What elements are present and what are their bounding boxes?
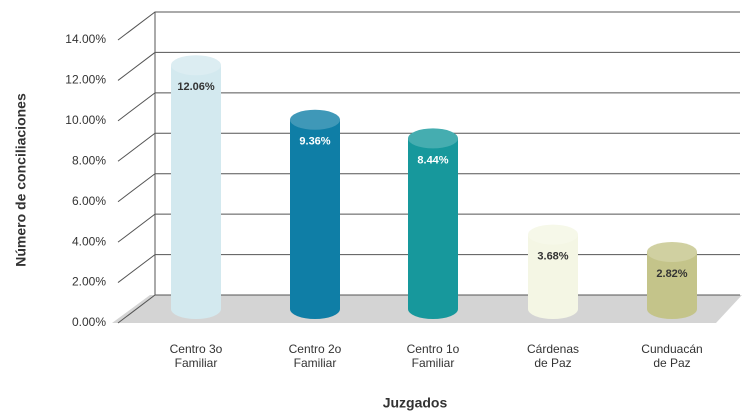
bar (528, 234, 578, 319)
y-tick-label: 10.00% (65, 113, 106, 127)
y-tick-label: 0.00% (72, 315, 106, 329)
x-tick-label: Centro 3o Familiar (169, 342, 223, 370)
bar (647, 251, 697, 319)
y-tick-label: 8.00% (72, 153, 106, 167)
grid-line (117, 11, 740, 41)
value-label: 2.82% (656, 268, 687, 280)
bar-top (647, 241, 697, 262)
bar-top (408, 128, 458, 149)
y-axis-label: Número de conciliaciones (13, 93, 29, 267)
y-tick-label: 14.00% (65, 32, 106, 46)
bar-top (171, 55, 221, 76)
y-tick-label: 6.00% (72, 194, 106, 208)
x-tick-label: Centro 1o Familiar (406, 342, 460, 370)
bar (408, 138, 458, 319)
y-tick-label: 2.00% (72, 275, 106, 289)
value-label: 12.06% (177, 81, 215, 93)
x-tick-label: Cárdenas de Paz (526, 342, 580, 370)
x-axis-label: Juzgados (383, 395, 448, 411)
value-label: 9.36% (299, 136, 330, 148)
bar (290, 119, 340, 320)
bar (171, 65, 221, 319)
x-tick-label: Centro 2o Familiar (288, 342, 342, 370)
value-label: 8.44% (417, 154, 448, 166)
bar-top (290, 109, 340, 130)
y-tick-label: 4.00% (72, 234, 106, 248)
value-label: 3.68% (537, 251, 568, 263)
x-tick-label: Cunduacán de Paz (641, 342, 703, 370)
y-tick-label: 12.00% (65, 73, 106, 87)
bar-top (528, 224, 578, 245)
